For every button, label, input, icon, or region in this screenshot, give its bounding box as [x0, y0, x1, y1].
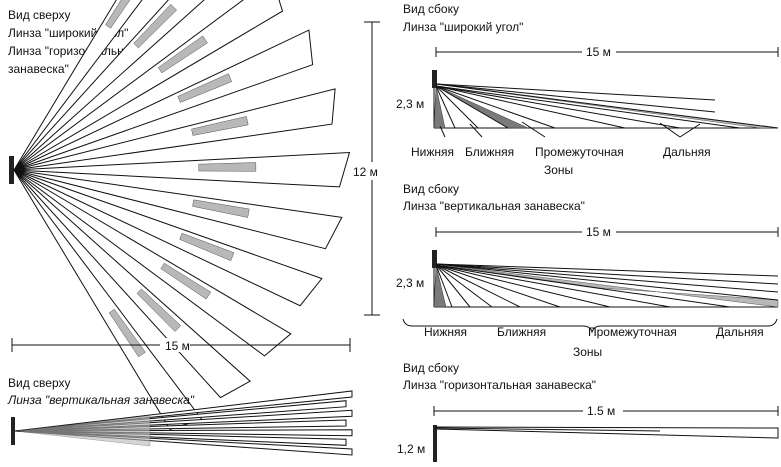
- top-view-vertical-beam-fan: [14, 390, 353, 456]
- top-view-wide-beam-fan: [13, 0, 351, 430]
- top-view-vertical-sensor: [11, 417, 15, 445]
- side-view-wide-range-label: 15 м: [586, 45, 611, 59]
- wide-beam: [13, 169, 343, 250]
- wide-beam-shade: [160, 262, 212, 300]
- side-view-wide-zones-caption: Зоны: [544, 163, 573, 177]
- side-view-vertical-title-line-1: Вид сбоку: [403, 182, 459, 196]
- side-view-horizontal-sensor: [433, 425, 437, 462]
- side-view-wide-sensor: [432, 70, 437, 88]
- side-view-wide-panel: Вид сбоку Линза "широкий угол" 15 м 2,3 …: [396, 2, 779, 177]
- wide-beam: [13, 29, 314, 171]
- side-view-vertical-zones-caption: Зоны: [573, 345, 602, 359]
- side-view-wide-title-line-2: Линза "широкий угол": [403, 20, 523, 34]
- width-dimension-label: 15 м: [165, 339, 190, 353]
- side-view-vertical-title-line-2: Линза "вертикальная занавеска": [403, 199, 585, 213]
- narrow-beam-shade: [14, 415, 151, 447]
- side-view-horizontal-range-label: 1.5 м: [587, 404, 615, 418]
- wide-beam: [13, 169, 203, 430]
- wide-beam-shade: [191, 116, 249, 136]
- top-view-wide-sensor: [9, 156, 14, 184]
- side-view-horizontal-title-line-1: Вид сбоку: [403, 361, 459, 375]
- height-dimension-label: 12 м: [353, 165, 378, 179]
- side-view-vertical-zone-bottom: Нижняя: [424, 325, 467, 339]
- narrow-beam: [14, 430, 347, 446]
- side-view-vertical-range-label: 15 м: [586, 225, 611, 239]
- wide-beam-shade: [192, 199, 250, 218]
- wide-beam: [13, 0, 205, 171]
- side-view-vertical-zones-brace: [402, 318, 778, 334]
- wide-beam: [13, 0, 143, 171]
- wide-beam-shade: [105, 0, 131, 29]
- wide-beam-shade: [177, 73, 233, 103]
- wide-beam: [13, 88, 336, 171]
- top-view-vertical-title-line-1: Вид сверху: [8, 376, 71, 390]
- side-view-vertical-zone-middle: Промежуточная: [588, 325, 677, 339]
- wide-beam-shade: [157, 35, 208, 74]
- side-view-wide-zone-middle: Промежуточная: [535, 145, 624, 159]
- wide-beam-shade: [179, 232, 235, 262]
- wide-beam: [13, 0, 284, 171]
- wide-beam: [13, 169, 251, 399]
- side-view-wide-height-label: 2,3 м: [396, 97, 424, 111]
- side-view-horizontal-panel: Вид сбоку Линза "горизонтальная занавеск…: [397, 361, 779, 462]
- wide-beam-shade: [136, 288, 182, 332]
- side-view-wide-title-line-1: Вид сбоку: [403, 2, 459, 16]
- side-view-vertical-panel: Вид сбоку Линза "вертикальная занавеска"…: [396, 182, 779, 359]
- top-view-vertical-title-line-2: Линза "вертикальная занавеска": [7, 393, 195, 407]
- top-view-wide-title-line-4: занавеска": [8, 62, 69, 76]
- side-view-wide-zone-far: Дальняя: [663, 145, 711, 159]
- wide-beam-shade: [133, 3, 178, 49]
- top-view-wide-title-line-1: Вид сверху: [8, 8, 71, 22]
- side-view-vertical-zone-far: Дальняя: [716, 325, 764, 339]
- side-view-wide-zone-near: Ближняя: [465, 145, 514, 159]
- top-view-wide-panel: Вид сверху Линза "широкий угол" Линза "г…: [8, 0, 389, 430]
- side-view-horizontal-height-label: 1,2 м: [397, 442, 425, 456]
- narrow-beam: [14, 390, 353, 432]
- side-view-wide-zone-bottom: Нижняя: [411, 145, 454, 159]
- wide-beam-shade: [198, 162, 257, 172]
- narrow-beam: [14, 400, 347, 432]
- side-view-vertical-sensor: [432, 250, 437, 268]
- side-view-vertical-height-label: 2,3 м: [396, 276, 424, 290]
- wide-beam: [13, 151, 351, 188]
- wide-beam: [13, 169, 323, 307]
- side-view-horizontal-title-line-2: Линза "горизонтальная занавеска": [403, 378, 596, 392]
- top-view-vertical-panel: Вид сверху Линза "вертикальная занавеска…: [7, 376, 353, 456]
- side-view-vertical-zone-near: Ближняя: [497, 325, 546, 339]
